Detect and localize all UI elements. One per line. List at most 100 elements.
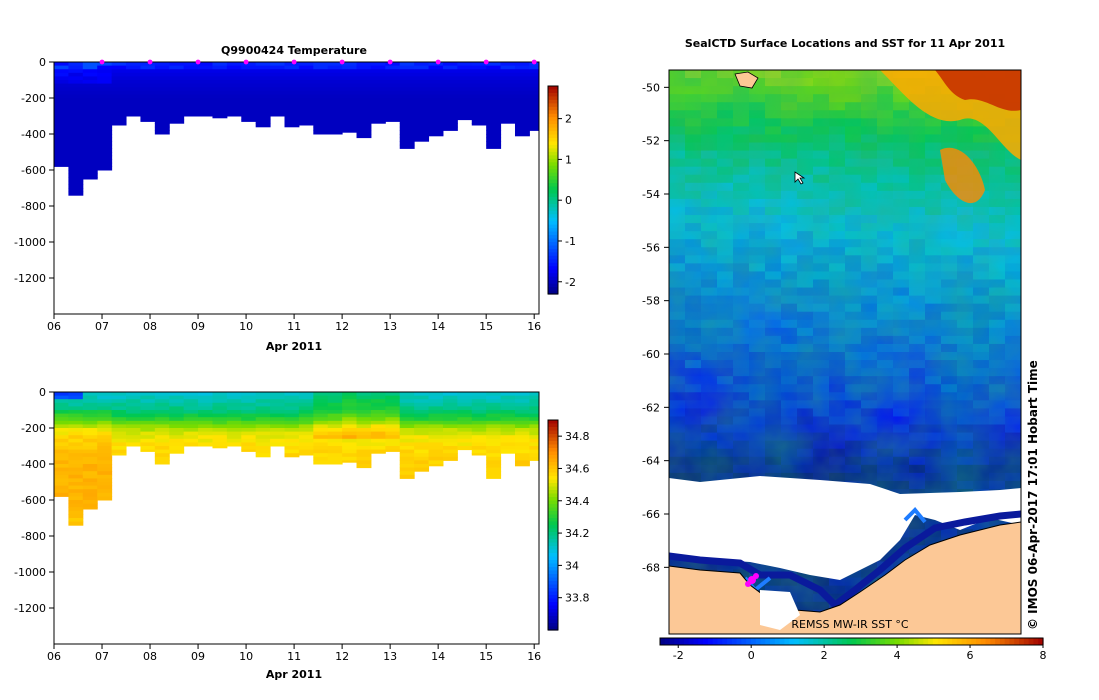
data-cell <box>97 496 113 501</box>
data-cell <box>198 424 213 429</box>
colorbar-swatch <box>937 638 944 645</box>
data-cell <box>169 435 185 440</box>
data-cell <box>169 69 185 74</box>
colorbar-swatch <box>548 602 558 607</box>
data-cell <box>111 428 127 433</box>
data-cell <box>68 155 84 160</box>
data-cell <box>82 144 98 149</box>
data-cell <box>342 420 358 425</box>
data-cell <box>529 420 540 425</box>
data-cell <box>154 119 170 124</box>
colorbar-swatch <box>548 86 558 91</box>
data-cell <box>82 65 98 70</box>
data-cell <box>68 492 84 497</box>
data-cell <box>284 420 300 425</box>
y-tick-label: -800 <box>21 200 46 213</box>
data-cell <box>68 180 84 185</box>
data-cell <box>298 395 314 400</box>
data-cell <box>97 428 113 433</box>
data-cell <box>241 108 257 113</box>
data-cell <box>414 123 430 128</box>
data-cell <box>500 399 516 404</box>
data-cell <box>457 392 473 397</box>
data-cell <box>370 428 386 433</box>
data-cell <box>126 406 141 411</box>
data-cell <box>169 98 185 103</box>
data-cell <box>183 431 199 436</box>
data-cell <box>327 69 343 74</box>
data-cell <box>68 80 84 85</box>
data-cell <box>298 94 314 99</box>
data-cell <box>471 435 487 440</box>
data-cell <box>226 69 242 74</box>
data-cell <box>54 112 69 117</box>
data-cell <box>169 402 185 407</box>
data-cell <box>154 94 170 99</box>
colorbar-swatch <box>918 638 924 645</box>
data-cell <box>298 101 314 106</box>
data-cell <box>68 105 84 110</box>
data-cell <box>414 456 430 461</box>
data-cell <box>154 406 170 411</box>
data-cell <box>169 420 185 425</box>
data-cell <box>428 420 444 425</box>
data-cell <box>385 438 401 443</box>
data-cell <box>82 119 98 124</box>
data-cell <box>414 417 430 422</box>
data-cell <box>514 410 530 415</box>
data-cell <box>255 399 271 404</box>
data-cell <box>54 482 69 487</box>
data-cell <box>97 471 113 476</box>
data-cell <box>414 116 430 121</box>
data-cell <box>68 500 84 505</box>
data-cell <box>414 72 430 77</box>
data-cell <box>140 446 156 451</box>
sst-colorbar: -202468657075808590 <box>659 637 1047 662</box>
colorbar-frame <box>659 637 1044 646</box>
data-cell <box>313 395 329 400</box>
data-cell <box>370 62 386 67</box>
data-cell <box>442 105 458 110</box>
data-cell <box>241 399 257 404</box>
data-cell <box>313 98 329 103</box>
data-cell <box>169 83 185 88</box>
colorbar-swatch <box>813 638 819 645</box>
data-cell <box>68 123 84 128</box>
data-cell <box>399 72 415 77</box>
colorbar-swatch <box>548 490 558 495</box>
data-cell <box>82 130 98 135</box>
data-cell <box>241 406 257 411</box>
data-cell <box>486 130 502 135</box>
data-cell <box>529 428 540 433</box>
data-cell <box>68 456 84 461</box>
data-cell <box>442 442 458 447</box>
data-cell <box>54 420 69 425</box>
data-cell <box>514 460 530 465</box>
data-cell <box>82 456 98 461</box>
data-cell <box>385 431 401 436</box>
data-cell <box>399 428 415 433</box>
colorbar-swatch <box>885 638 891 645</box>
data-cell <box>82 417 98 422</box>
data-cell <box>284 94 300 99</box>
data-cell <box>414 449 430 454</box>
data-cell <box>370 94 386 99</box>
data-cell <box>97 83 113 88</box>
data-cell <box>226 406 242 411</box>
x-tick-label: 14 <box>431 320 445 333</box>
data-cell <box>370 98 386 103</box>
data-cell <box>442 72 458 77</box>
data-cell <box>471 112 487 117</box>
data-cell <box>298 62 314 67</box>
data-cell <box>154 65 170 70</box>
colorbar-swatch <box>548 430 558 435</box>
data-cell <box>255 392 271 397</box>
data-cell <box>97 148 113 153</box>
colorbar-swatch <box>548 479 558 484</box>
data-cell <box>126 442 141 447</box>
data-cell <box>183 101 199 106</box>
data-cell <box>529 98 540 103</box>
data-cell <box>82 126 98 131</box>
data-cell <box>255 453 271 458</box>
data-cell <box>414 399 430 404</box>
